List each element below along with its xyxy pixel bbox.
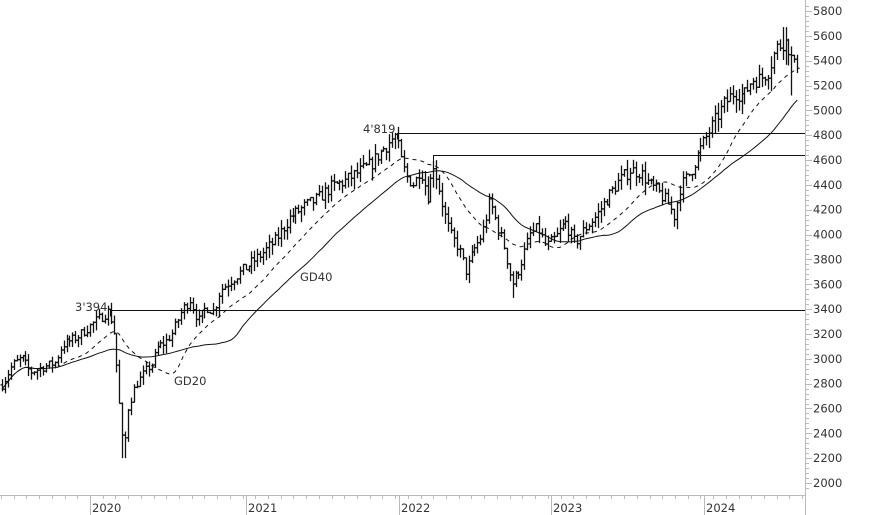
y-tick-label: 2600 [813,401,842,415]
y-tick-label: 5600 [813,29,842,43]
y-tick-label: 3000 [813,352,842,366]
y-tick-label: 4800 [813,128,842,142]
y-tick-label: 4000 [813,228,842,242]
level-label-3394: 3'394 [75,300,107,314]
gd20-label: GD20 [174,374,206,388]
y-tick-label: 2800 [813,377,842,391]
y-tick-label: 3200 [813,327,842,341]
price-bars [0,27,800,459]
y-tick-label: 2400 [813,426,842,440]
y-tick-label: 5400 [813,54,842,68]
y-tick-label: 3400 [813,302,842,316]
x-tick-label: 2022 [401,501,430,515]
y-tick-label: 5000 [813,103,842,117]
y-tick-label: 2000 [813,476,842,490]
x-tick-label: 2024 [706,501,735,515]
y-tick-label: 3800 [813,252,842,266]
x-tick-label: 2020 [92,501,121,515]
y-tick-label: 3600 [813,277,842,291]
y-tick-label: 5200 [813,79,842,93]
x-axis: 2020 2021 2022 2023 2024 [0,495,805,515]
y-tick-label: 4600 [813,153,842,167]
y-tick-label: 4400 [813,178,842,192]
x-tick-label: 2021 [248,501,277,515]
gd20-moving-average-line [1,68,798,390]
y-tick-label: 2200 [813,451,842,465]
gd40-moving-average-line [1,99,798,390]
level-label-4819: 4'819 [363,122,395,136]
y-tick-label: 4200 [813,203,842,217]
y-tick-label: 5800 [813,4,842,18]
gd40-label: GD40 [300,270,332,284]
x-tick-label: 2023 [553,501,582,515]
y-axis: 2000 2200 2400 2600 2800 3000 3200 3400 3600 3800… [805,0,842,515]
